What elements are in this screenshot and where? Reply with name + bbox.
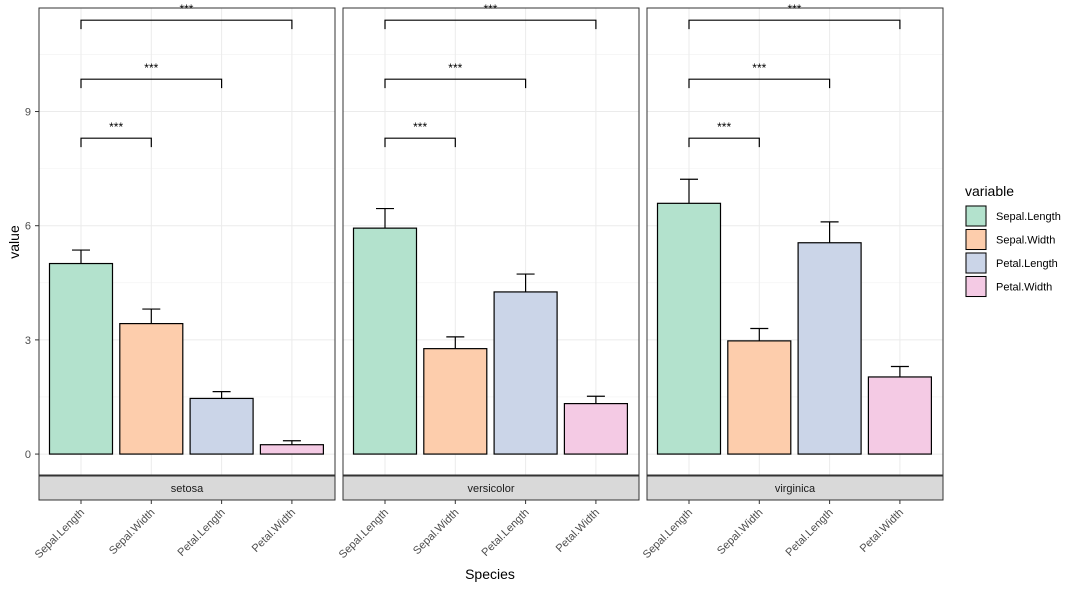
facet-label: versicolor xyxy=(467,483,514,495)
x-tick-label: Petal.Width xyxy=(250,507,298,555)
legend-swatch-Petal.Width xyxy=(965,276,987,297)
significance-label: *** xyxy=(448,61,462,75)
x-tick-label: Sepal.Length xyxy=(641,507,695,561)
significance-bracket xyxy=(80,19,293,30)
panel-versicolor: *** *** *** versicolor Sepal.Length Sepal.Wid… xyxy=(337,2,640,561)
facet-strip xyxy=(646,475,944,501)
x-tick-label: Petal.Width xyxy=(858,507,906,555)
x-tick-label: Petal.Length xyxy=(480,507,532,559)
legend-keys: Sepal.Length Sepal.Width Petal.Length Petal… xyxy=(965,205,1061,298)
significance-label: *** xyxy=(752,61,766,75)
y-tick-label: 9 xyxy=(25,107,31,119)
bar-Sepal.Length xyxy=(656,202,722,455)
x-tick-label: Petal.Width xyxy=(554,507,602,555)
significance-bracket xyxy=(80,137,152,148)
bar-Sepal.Length xyxy=(352,227,418,455)
panel-setosa: *** *** *** setosa Sepal.Length Sepal.Width Pe… xyxy=(33,2,336,561)
legend-swatch-Sepal.Width xyxy=(965,229,987,250)
bar-Petal.Width xyxy=(563,402,629,455)
significance-label: *** xyxy=(179,2,193,16)
x-tick-label: Sepal.Width xyxy=(411,507,461,557)
legend: variable Sepal.Length Sepal.Width Petal.Le… xyxy=(965,183,1061,298)
legend-title: variable xyxy=(965,183,1014,199)
bar-Sepal.Width xyxy=(423,348,488,455)
significance-label: *** xyxy=(413,120,427,134)
significance-bracket xyxy=(384,19,597,30)
significance-label: *** xyxy=(787,2,801,16)
y-tick-label: 6 xyxy=(25,221,31,233)
x-tick-label: Sepal.Width xyxy=(715,507,765,557)
panel-border xyxy=(646,7,944,476)
significance-bracket xyxy=(384,137,456,148)
legend-label: Petal.Width xyxy=(996,282,1052,294)
facet-label: setosa xyxy=(171,483,204,495)
x-tick-label: Sepal.Length xyxy=(337,507,391,561)
x-axis-title: Species xyxy=(465,566,515,582)
significance-label: *** xyxy=(483,2,497,16)
panel-virginica: *** *** *** virginica Sepal.Length Sepal.Widt… xyxy=(641,2,944,561)
y-tick-label: 0 xyxy=(25,449,31,461)
y-tick-label: 3 xyxy=(25,335,31,347)
significance-bracket xyxy=(688,78,831,89)
bar-Petal.Length xyxy=(189,397,254,455)
bar-Petal.Length xyxy=(493,291,558,455)
legend-swatch-Sepal.Length xyxy=(965,205,987,227)
y-axis: 0 3 6 9 xyxy=(25,107,39,461)
bar-Petal.Length xyxy=(797,242,862,455)
legend-label: Sepal.Length xyxy=(996,211,1061,223)
legend-label: Petal.Length xyxy=(996,258,1058,270)
x-tick-label: Petal.Length xyxy=(176,507,228,559)
significance-label: *** xyxy=(109,120,123,134)
facet-strip xyxy=(342,475,640,501)
legend-swatch-Petal.Length xyxy=(965,252,987,274)
bar-Sepal.Width xyxy=(119,322,184,455)
facet-label: virginica xyxy=(775,483,816,495)
significance-bracket xyxy=(384,78,527,89)
x-tick-label: Sepal.Length xyxy=(33,507,87,561)
x-tick-label: Sepal.Width xyxy=(107,507,157,557)
bar-Petal.Width xyxy=(867,376,933,455)
x-tick-label: Petal.Length xyxy=(784,507,836,559)
significance-label: *** xyxy=(144,61,158,75)
bar-Sepal.Width xyxy=(727,340,792,455)
bar-Sepal.Length xyxy=(48,262,114,455)
bar-Petal.Width xyxy=(259,444,324,455)
significance-bracket xyxy=(80,78,223,89)
panel-border xyxy=(38,7,336,476)
significance-bracket xyxy=(688,137,760,148)
panel-border xyxy=(342,7,640,476)
legend-label: Sepal.Width xyxy=(996,235,1055,247)
y-axis-title: value xyxy=(6,225,22,259)
significance-bracket xyxy=(688,19,901,30)
facet-panels: *** *** *** setosa Sepal.Length Sepal.Width Pe… xyxy=(33,2,944,561)
facet-strip xyxy=(38,475,336,501)
significance-label: *** xyxy=(717,120,731,134)
